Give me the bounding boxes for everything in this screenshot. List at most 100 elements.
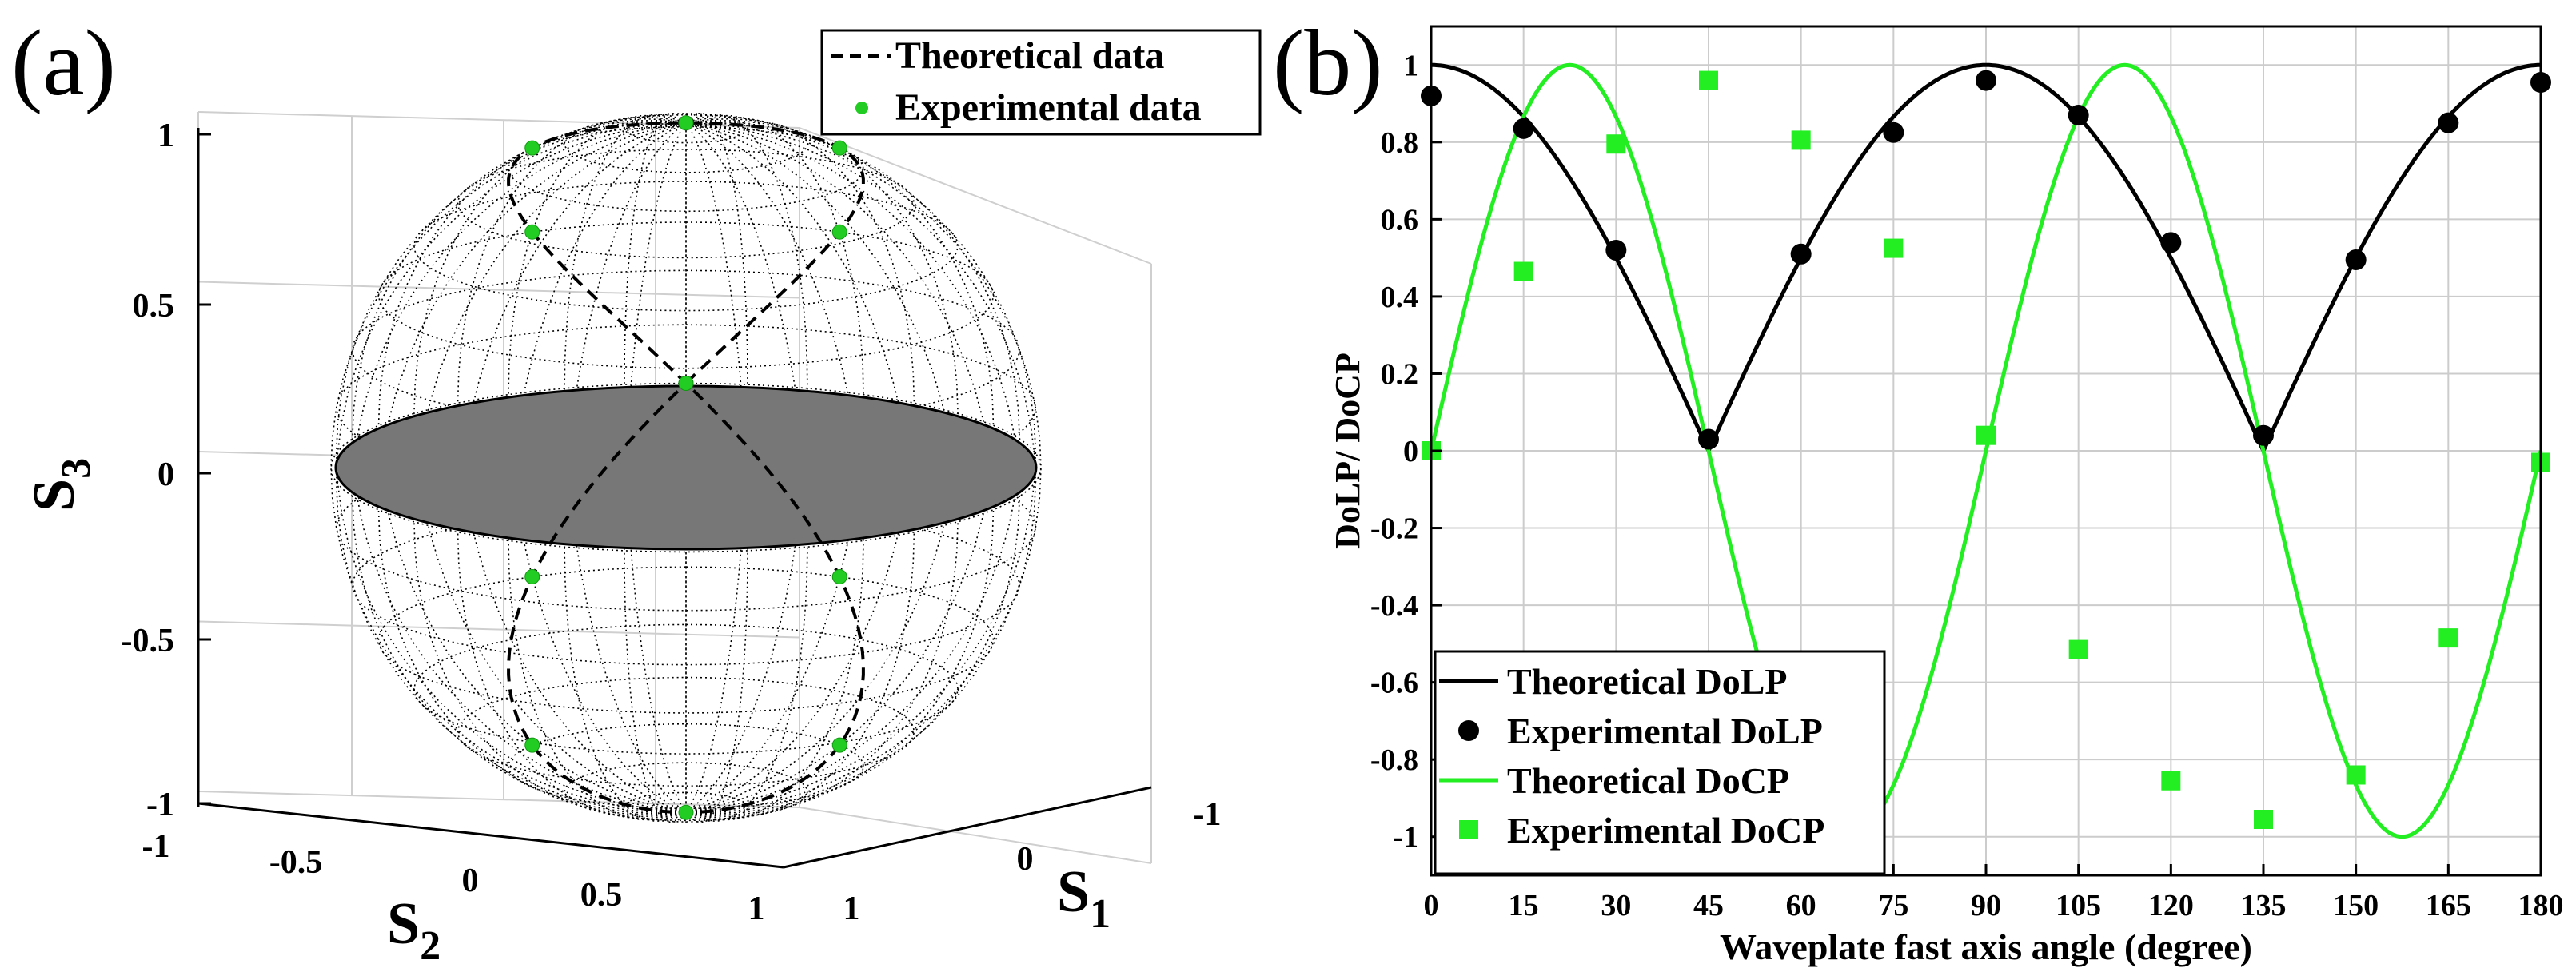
y-axis-title: DoLP/ DoCP xyxy=(1328,353,1367,549)
y-tick-label-7: -0.4 xyxy=(1370,589,1418,623)
sphere-parallel-13 xyxy=(457,149,915,259)
experimental-point-8 xyxy=(831,737,847,753)
sphere-meridian-26 xyxy=(335,122,687,814)
box-edge-top-right xyxy=(799,127,1152,265)
sphere-meridian-34 xyxy=(564,113,687,813)
s2-axis-title: S2 xyxy=(387,891,441,969)
panel-label-b: (b) xyxy=(1273,10,1383,115)
x-tick-label-2: 30 xyxy=(1601,889,1631,922)
sphere-meridian-21 xyxy=(508,122,687,821)
x-axis-title: Waveplate fast axis angle (degree) xyxy=(1720,926,2252,967)
s2-tick-label-0: -1 xyxy=(142,828,170,865)
experimental-dolp-point-9 xyxy=(2253,424,2274,446)
experimental-dolp-point-10 xyxy=(2345,249,2367,271)
experimental-dolp-point-7 xyxy=(2068,105,2089,126)
panel-b-line-chart: (b) 1 0.8 0.6 0.4 0.2 0 -0.2 -0.4 -0.6 -0.8 -1 0 15… xyxy=(1273,10,2564,967)
y-tick-label-1: 0.8 xyxy=(1381,126,1419,160)
x-tick-label-7: 105 xyxy=(2056,889,2101,922)
y-tick-label-4: 0.2 xyxy=(1381,357,1419,391)
sphere-meridian-35 xyxy=(624,112,687,813)
x-tick-label-0: 0 xyxy=(1424,889,1439,922)
sphere-meridian-29 xyxy=(351,121,687,814)
experimental-dolp-point-11 xyxy=(2438,112,2459,133)
panel-label-a: (a) xyxy=(11,10,116,115)
z-tick-label-3: -0.5 xyxy=(122,623,175,659)
experimental-point-11 xyxy=(524,568,540,584)
sphere-meridian-11 xyxy=(685,122,1021,815)
sphere-parallel-2 xyxy=(508,723,864,810)
x-tick-label-11: 165 xyxy=(2426,889,2471,922)
sphere-parallel-11 xyxy=(377,221,995,369)
legend-a-box xyxy=(820,29,1262,136)
box-edge-bottom-right xyxy=(799,807,1152,864)
experimental-points xyxy=(524,115,847,820)
sphere-meridian-5 xyxy=(685,118,959,814)
z-tick-label-4: -1 xyxy=(146,787,174,823)
experimental-docp-point-4 xyxy=(1791,130,1811,150)
sphere-meridian-23 xyxy=(413,122,687,818)
sphere-meridian-25 xyxy=(351,122,687,815)
legend-b-theoretical-docp-label: Theoretical DoCP xyxy=(1507,760,1789,801)
experimental-point-10 xyxy=(524,737,540,753)
z-tick-label-0: 1 xyxy=(158,118,174,154)
sphere-meridian-22 xyxy=(457,122,687,819)
sphere-meridian-8 xyxy=(685,122,1037,814)
legend-b-theoretical-dolp-label: Theoretical DoLP xyxy=(1507,661,1787,702)
y-tick-label-3: 0.4 xyxy=(1381,281,1419,314)
experimental-dolp-point-1 xyxy=(1513,118,1534,139)
sphere-meridian-2 xyxy=(685,113,808,813)
sphere-parallel-8 xyxy=(330,382,1042,553)
x-tick-label-5: 75 xyxy=(1878,889,1908,922)
sphere-meridian-19 xyxy=(624,122,687,823)
s3-axis-title: S3 xyxy=(22,458,99,512)
y-tick-label-5: 0 xyxy=(1403,435,1418,468)
sphere-parallel-5 xyxy=(377,566,995,714)
experimental-dolp-point-6 xyxy=(1976,70,1996,91)
experimental-docp-point-6 xyxy=(1976,425,1996,445)
experimental-point-1 xyxy=(831,224,847,240)
x-tick-label-4: 60 xyxy=(1786,889,1816,922)
s1-tick-label-2: 1 xyxy=(843,890,860,927)
sphere-meridian-31 xyxy=(413,118,687,814)
experimental-docp-point-2 xyxy=(1606,134,1626,154)
s2-tick-label-4: 1 xyxy=(748,890,765,927)
y-tick-label-2: 0.6 xyxy=(1381,203,1419,237)
sphere-parallel-3 xyxy=(457,676,915,787)
s1-axis-title: S1 xyxy=(1057,859,1111,937)
panel-a-poincare-sphere: (a) 1 0.5 0 -0.5 -1 -1 -0.5 0 0.5 1 -1 0 1 S3 S2 S… xyxy=(11,10,1262,969)
equator-disk xyxy=(334,384,1038,551)
legend-b-experimental-docp-label: Experimental DoCP xyxy=(1507,810,1824,851)
x-tick-label-3: 45 xyxy=(1693,889,1724,922)
sphere-meridian-4 xyxy=(685,116,915,814)
s2-axis-line xyxy=(197,802,784,869)
legend-b-experimental-dolp-swatch xyxy=(1458,720,1479,741)
experimental-docp-point-7 xyxy=(2068,639,2088,659)
sphere-meridian-14 xyxy=(685,122,915,819)
sphere-meridian-1 xyxy=(685,112,748,813)
experimental-point-7 xyxy=(831,568,847,584)
s1-axis-ticks: -1 0 1 xyxy=(843,796,1222,927)
experimental-docp-point-1 xyxy=(1513,261,1533,281)
sphere-meridian-32 xyxy=(457,116,687,814)
experimental-docp-point-10 xyxy=(2346,765,2366,785)
experimental-docp-point-11 xyxy=(2438,628,2458,648)
experimental-markers xyxy=(1421,70,2551,830)
box-hline-0 xyxy=(197,111,800,129)
x-axis-ticks: 0 15 30 45 60 75 90 105 120 135 150 165 180 xyxy=(1424,864,2564,922)
z-tick-label-2: 0 xyxy=(158,456,174,493)
legend-b-experimental-docp-swatch xyxy=(1459,820,1478,839)
y-axis-ticks: 1 0.8 0.6 0.4 0.2 0 -0.2 -0.4 -0.6 -0.8 -1 xyxy=(1370,49,1442,855)
experimental-dolp-point-8 xyxy=(2160,232,2182,253)
experimental-point-6 xyxy=(678,375,694,391)
sphere-meridian-15 xyxy=(685,122,864,821)
s2-axis-ticks: -1 -0.5 0 0.5 1 xyxy=(142,828,765,927)
legend-b: Theoretical DoLP Experimental DoLP Theor… xyxy=(1434,650,1886,875)
x-tick-label-6: 90 xyxy=(1971,889,2001,922)
experimental-point-3 xyxy=(678,115,694,131)
experimental-point-9 xyxy=(678,804,694,820)
sphere-meridian-7 xyxy=(685,121,1021,814)
experimental-docp-point-9 xyxy=(2254,810,2273,830)
y-tick-label-6: -0.2 xyxy=(1370,512,1418,546)
box-hline-3 xyxy=(197,620,800,639)
